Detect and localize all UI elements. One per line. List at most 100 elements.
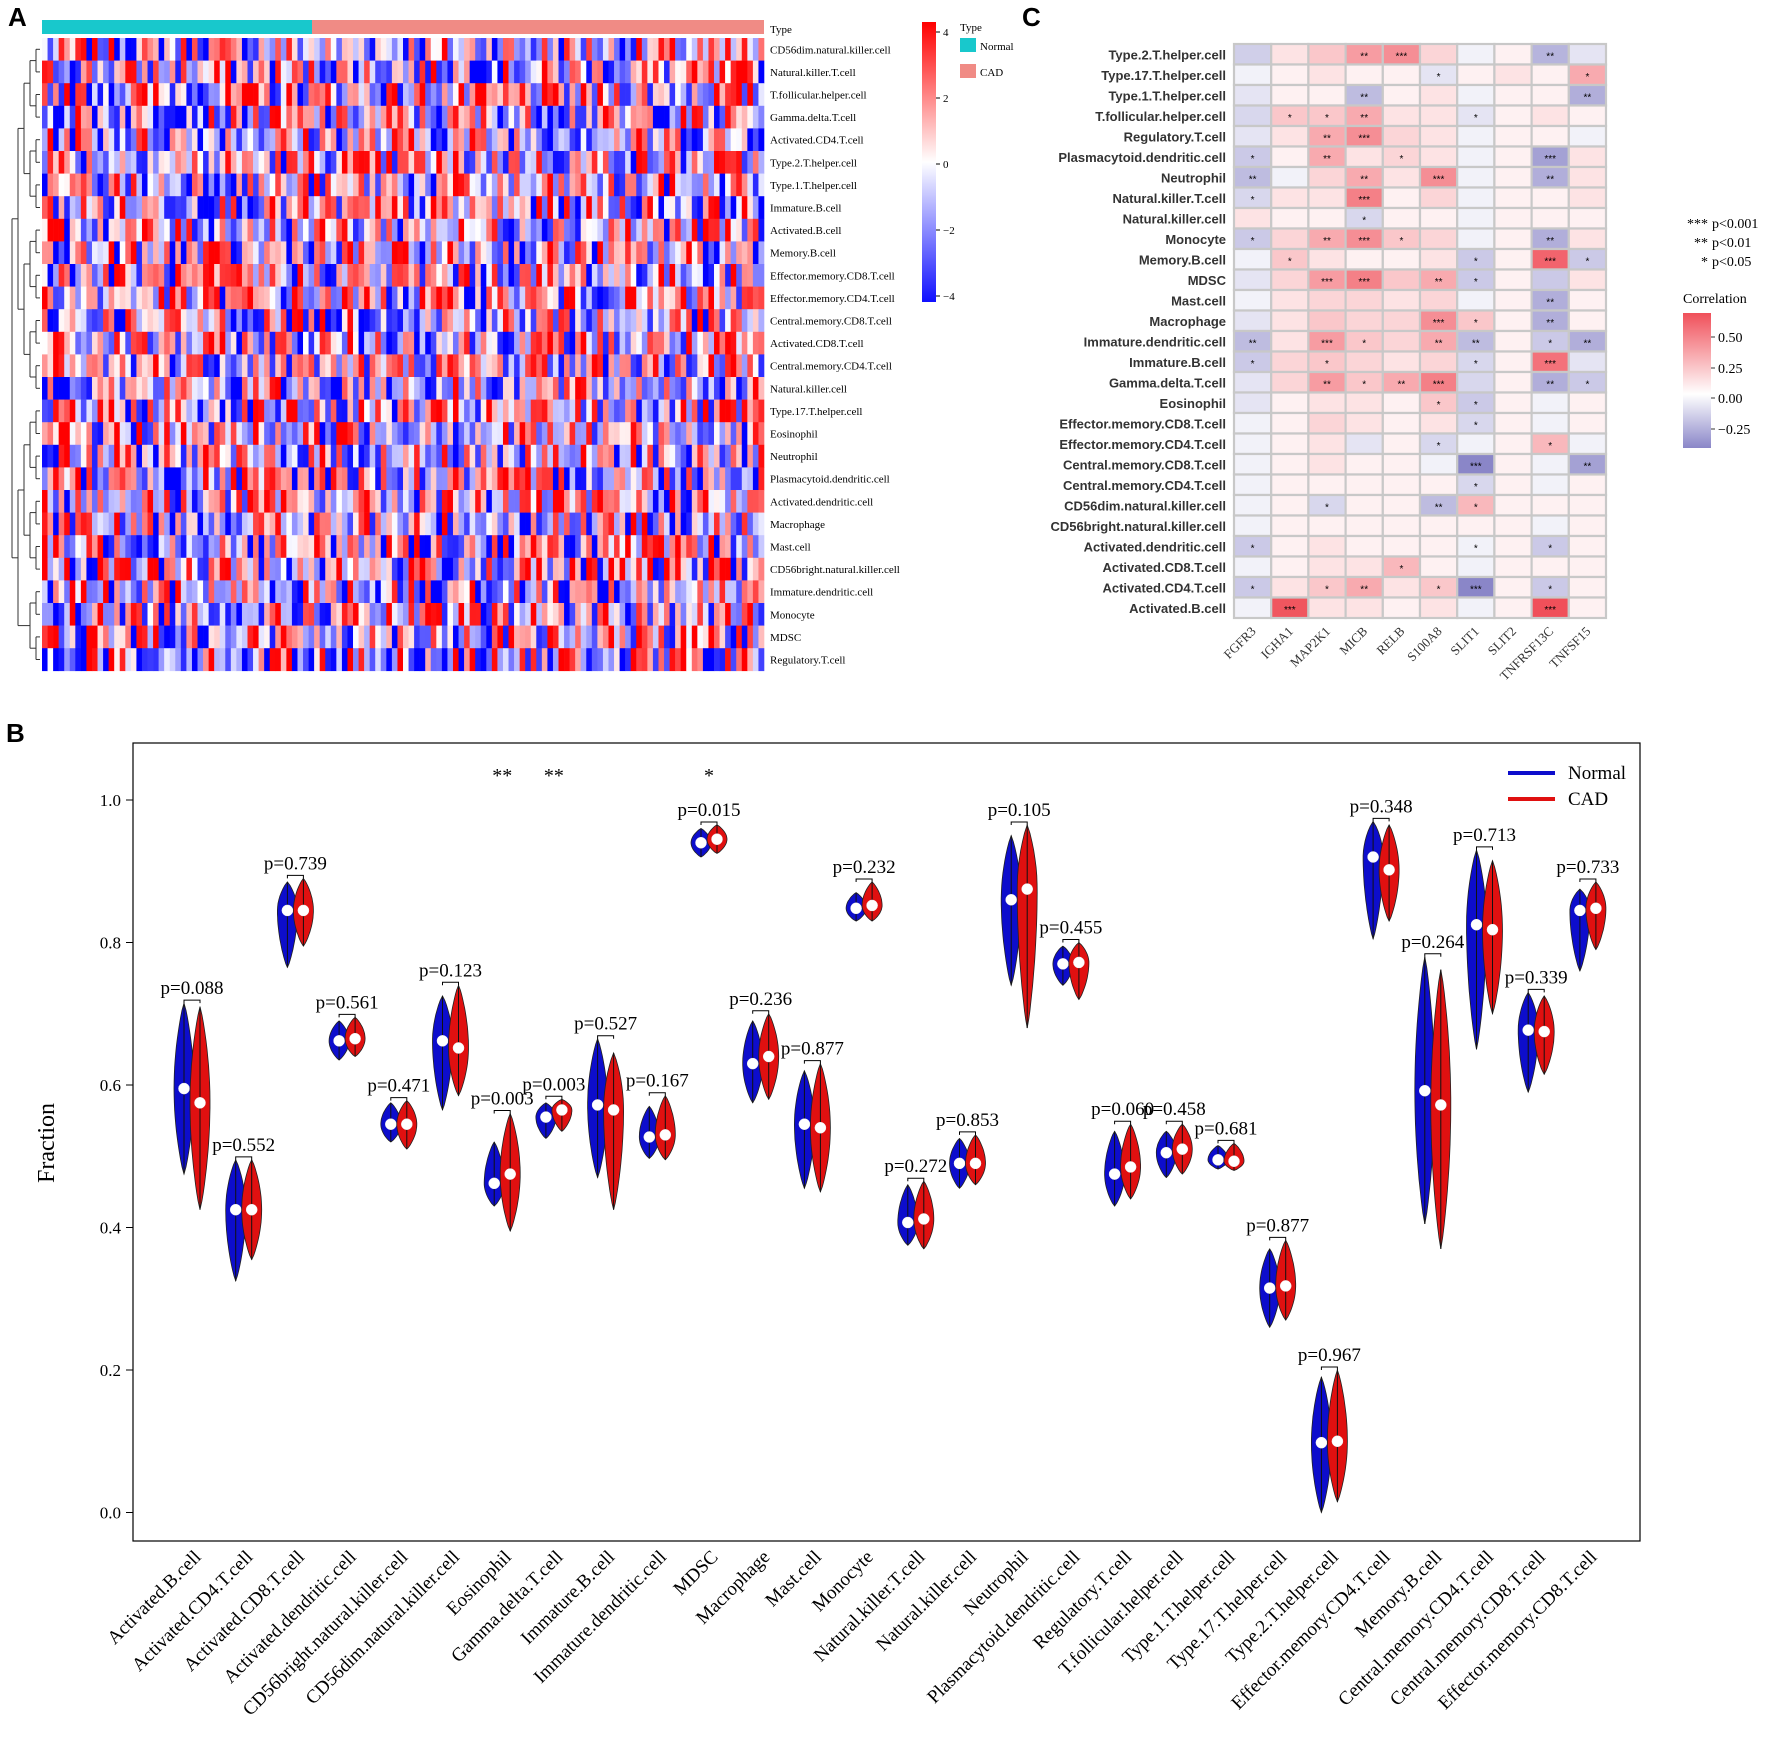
heat-a-cell	[736, 173, 743, 197]
heat-a-cell	[475, 354, 482, 378]
heat-a-cell	[164, 309, 171, 333]
heat-a-cell	[625, 264, 631, 287]
heat-a-cell	[353, 151, 359, 174]
corr-cell	[1270, 391, 1310, 415]
heat-a-cell	[42, 422, 48, 446]
corr-cell-stars: ***	[1470, 461, 1482, 472]
heat-a-cell	[519, 490, 526, 513]
heat-a-cell	[702, 105, 709, 129]
heat-a-cell	[497, 535, 504, 559]
heat-a-cell	[630, 512, 637, 536]
heat-a-cell	[241, 580, 248, 604]
heat-a-cell	[80, 512, 87, 536]
heat-a-cell	[525, 151, 532, 174]
heat-a-row-label: CD56dim.natural.killer.cell	[770, 44, 891, 56]
heat-a-cell	[486, 173, 493, 197]
heat-a-cell	[386, 264, 393, 287]
heat-a-cell	[375, 128, 382, 152]
heat-a-cell	[58, 128, 65, 152]
heat-a-cell	[103, 399, 109, 423]
heat-a-cell	[636, 535, 643, 559]
heat-a-cell	[219, 105, 226, 129]
heat-a-cell	[253, 151, 259, 174]
heat-a-cell	[408, 38, 415, 61]
heat-a-cell	[391, 196, 398, 220]
heat-a-cell	[636, 218, 643, 242]
heat-a-cell	[575, 399, 582, 423]
heat-a-cell	[752, 286, 759, 310]
heat-a-cell	[53, 557, 59, 581]
heat-a-cell	[752, 38, 759, 61]
heat-a-cell	[475, 83, 482, 107]
heat-a-cell	[708, 557, 715, 581]
heat-a-cell	[336, 83, 343, 107]
heat-a-cell	[602, 467, 609, 491]
corr-cell	[1493, 186, 1533, 210]
corr-cell	[1418, 186, 1459, 210]
heat-a-cell	[380, 264, 387, 287]
heat-a-cell	[386, 196, 393, 220]
heat-a-cell	[636, 354, 643, 378]
heat-a-cell	[525, 264, 532, 287]
heat-a-cell	[341, 557, 348, 581]
heat-a-cell	[652, 173, 659, 197]
heat-a-cell	[664, 83, 670, 107]
heat-a-cell	[425, 241, 432, 265]
heat-a-cell	[214, 309, 221, 333]
heat-a-cell	[736, 603, 743, 626]
heat-a-row-label: Monocyte	[770, 609, 815, 621]
heat-a-cell	[175, 218, 182, 242]
heat-a-cell	[614, 377, 620, 400]
heat-a-cell	[158, 241, 165, 265]
heat-a-cell	[625, 648, 631, 672]
heat-a-cell	[436, 105, 443, 129]
heat-a-cell	[752, 625, 759, 649]
heat-a-cell	[219, 512, 226, 536]
violin-normal-median	[953, 1157, 966, 1170]
heat-a-cell	[69, 331, 76, 355]
heat-a-cell	[386, 286, 393, 310]
heat-a-cell	[658, 422, 665, 446]
heat-a-cell	[69, 580, 76, 604]
heat-a-cell	[147, 444, 154, 468]
corr-cell	[1530, 411, 1570, 435]
heat-a-cell	[191, 83, 198, 107]
heat-a-cell	[241, 557, 248, 581]
heat-a-cell	[569, 264, 576, 287]
heat-a-cell	[736, 264, 743, 287]
heat-a-cell	[636, 309, 643, 333]
heat-a-cell	[730, 467, 737, 491]
heat-a-cell	[441, 625, 448, 649]
heat-a-cell	[436, 151, 443, 174]
p-bracket	[545, 1095, 563, 1100]
heat-a-cell	[614, 286, 620, 310]
heat-a-cell	[369, 354, 376, 378]
heat-a-cell	[547, 490, 554, 513]
heat-a-cell	[497, 422, 504, 446]
heat-a-cell	[369, 467, 376, 491]
heat-a-cell	[480, 218, 487, 242]
heat-a-cell	[575, 128, 582, 152]
heat-a-cell	[575, 648, 582, 672]
heat-a-cell	[480, 241, 487, 265]
p-value-label: p=0.877	[1246, 1215, 1309, 1236]
heat-a-cell	[464, 354, 470, 378]
heat-a-cell	[497, 38, 504, 61]
heat-a-row-label: Central.memory.CD4.T.cell	[770, 361, 892, 373]
corr-cell	[1381, 596, 1422, 620]
heat-a-cell	[130, 535, 137, 559]
heat-a-cell	[319, 128, 326, 152]
corr-cell-stars: **	[1584, 461, 1592, 472]
heat-a-cell	[586, 422, 593, 446]
heat-a-cell	[375, 241, 382, 265]
heat-a-cell	[286, 196, 293, 220]
heat-a-cell	[525, 535, 532, 559]
heat-a-cell	[353, 603, 359, 626]
heat-a-cell	[586, 648, 593, 672]
heat-a-cell	[230, 83, 237, 107]
heat-a-cell	[497, 557, 504, 581]
heat-a-cell	[180, 648, 187, 672]
heat-a-cell	[64, 218, 71, 242]
sig-legend-stars: **	[1694, 236, 1708, 251]
violin-cad-median	[814, 1122, 827, 1134]
